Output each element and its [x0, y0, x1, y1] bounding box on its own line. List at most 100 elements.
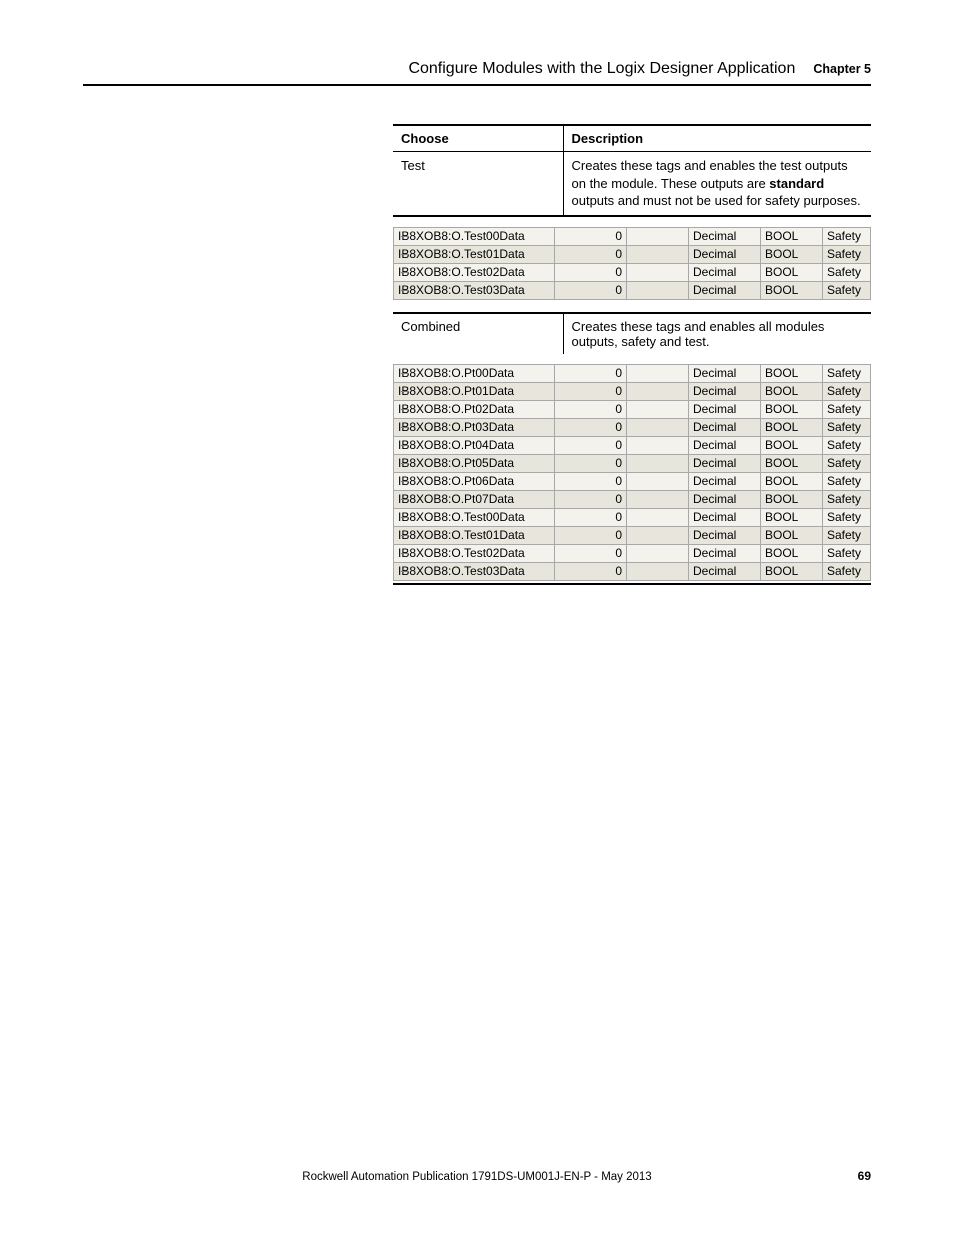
chapter-label: Chapter 5 — [813, 62, 871, 76]
tag-style-cell: Decimal — [689, 454, 761, 472]
tag-type-cell: BOOL — [761, 454, 823, 472]
cell-choose-test: Test — [393, 152, 563, 216]
tag-blank-cell — [627, 364, 689, 382]
table-row: IB8XOB8:O.Test02Data0DecimalBOOLSafety — [394, 263, 871, 281]
tag-safety-cell: Safety — [823, 562, 871, 580]
tag-value-cell: 0 — [555, 245, 627, 263]
tag-style-cell: Decimal — [689, 418, 761, 436]
table-row: IB8XOB8:O.Test03Data0DecimalBOOLSafety — [394, 562, 871, 580]
tag-style-cell: Decimal — [689, 382, 761, 400]
tag-type-cell: BOOL — [761, 418, 823, 436]
tag-value-cell: 0 — [555, 281, 627, 299]
tag-blank-cell — [627, 281, 689, 299]
tag-blank-cell — [627, 436, 689, 454]
cell-desc-combined: Creates these tags and enables all modul… — [563, 313, 871, 354]
tag-grid-combined: IB8XOB8:O.Pt00Data0DecimalBOOLSafetyIB8X… — [393, 364, 871, 581]
tag-value-cell: 0 — [555, 418, 627, 436]
table-row: IB8XOB8:O.Pt03Data0 DecimalBOOLSafety — [394, 418, 871, 436]
tag-type-cell: BOOL — [761, 281, 823, 299]
tag-blank-cell — [627, 508, 689, 526]
tag-safety-cell: Safety — [823, 382, 871, 400]
tag-type-cell: BOOL — [761, 382, 823, 400]
tag-blank-cell — [627, 400, 689, 418]
tag-name-cell: IB8XOB8:O.Test02Data — [394, 544, 555, 562]
table-row: IB8XOB8:O.Pt05Data0 DecimalBOOLSafety — [394, 454, 871, 472]
tag-name-cell: IB8XOB8:O.Test03Data — [394, 281, 555, 299]
tag-safety-cell: Safety — [823, 418, 871, 436]
tag-style-cell: Decimal — [689, 263, 761, 281]
table-row: IB8XOB8:O.Pt04Data0DecimalBOOLSafety — [394, 436, 871, 454]
th-description: Description — [563, 125, 871, 152]
tag-value-cell: 0 — [555, 227, 627, 245]
tag-safety-cell: Safety — [823, 400, 871, 418]
page-number: 69 — [858, 1169, 871, 1183]
choose-description-table: Choose Description Test Creates these ta… — [393, 124, 871, 217]
tag-value-cell: 0 — [555, 526, 627, 544]
tag-safety-cell: Safety — [823, 490, 871, 508]
cell-desc-test: Creates these tags and enables the test … — [563, 152, 871, 216]
tag-style-cell: Decimal — [689, 508, 761, 526]
tag-style-cell: Decimal — [689, 436, 761, 454]
tag-blank-cell — [627, 472, 689, 490]
tag-name-cell: IB8XOB8:O.Test00Data — [394, 508, 555, 526]
tag-blank-cell — [627, 526, 689, 544]
tag-type-cell: BOOL — [761, 364, 823, 382]
tag-name-cell: IB8XOB8:O.Pt06Data — [394, 472, 555, 490]
tag-safety-cell: Safety — [823, 544, 871, 562]
tag-style-cell: Decimal — [689, 245, 761, 263]
tag-style-cell: Decimal — [689, 526, 761, 544]
table-row: IB8XOB8:O.Test03Data0DecimalBOOLSafety — [394, 281, 871, 299]
th-choose: Choose — [393, 125, 563, 152]
tag-name-cell: IB8XOB8:O.Pt03Data — [394, 418, 555, 436]
tag-name-cell: IB8XOB8:O.Pt04Data — [394, 436, 555, 454]
tag-grid-test: IB8XOB8:O.Test00Data0DecimalBOOLSafetyIB… — [393, 227, 871, 300]
tag-type-cell: BOOL — [761, 526, 823, 544]
cell-choose-combined: Combined — [393, 313, 563, 354]
tag-blank-cell — [627, 245, 689, 263]
tag-name-cell: IB8XOB8:O.Pt02Data — [394, 400, 555, 418]
tag-blank-cell — [627, 490, 689, 508]
tag-name-cell: IB8XOB8:O.Test01Data — [394, 245, 555, 263]
tag-style-cell: Decimal — [689, 400, 761, 418]
tag-blank-cell — [627, 227, 689, 245]
tag-name-cell: IB8XOB8:O.Test03Data — [394, 562, 555, 580]
tag-safety-cell: Safety — [823, 263, 871, 281]
tag-name-cell: IB8XOB8:O.Test02Data — [394, 263, 555, 281]
tag-safety-cell: Safety — [823, 364, 871, 382]
tag-safety-cell: Safety — [823, 245, 871, 263]
tag-value-cell: 0 — [555, 364, 627, 382]
tag-style-cell: Decimal — [689, 227, 761, 245]
table-row: IB8XOB8:O.Pt00Data0 DecimalBOOLSafety — [394, 364, 871, 382]
bottom-rule — [393, 583, 871, 585]
tag-type-cell: BOOL — [761, 544, 823, 562]
tag-style-cell: Decimal — [689, 472, 761, 490]
tag-type-cell: BOOL — [761, 227, 823, 245]
header-title: Configure Modules with the Logix Designe… — [408, 60, 795, 78]
table-row: IB8XOB8:O.Pt02Data0DecimalBOOLSafety — [394, 400, 871, 418]
tag-value-cell: 0 — [555, 562, 627, 580]
desc-bold: standard — [769, 176, 824, 191]
table-row: IB8XOB8:O.Test02Data0DecimalBOOLSafety — [394, 544, 871, 562]
tag-value-cell: 0 — [555, 472, 627, 490]
tag-value-cell: 0 — [555, 454, 627, 472]
tag-safety-cell: Safety — [823, 454, 871, 472]
tag-type-cell: BOOL — [761, 436, 823, 454]
tag-safety-cell: Safety — [823, 227, 871, 245]
tag-type-cell: BOOL — [761, 472, 823, 490]
page-header: Configure Modules with the Logix Designe… — [83, 60, 871, 86]
tag-style-cell: Decimal — [689, 364, 761, 382]
tag-style-cell: Decimal — [689, 490, 761, 508]
table-row: IB8XOB8:O.Pt01Data0DecimalBOOLSafety — [394, 382, 871, 400]
tag-name-cell: IB8XOB8:O.Test00Data — [394, 227, 555, 245]
tag-type-cell: BOOL — [761, 490, 823, 508]
tag-name-cell: IB8XOB8:O.Pt05Data — [394, 454, 555, 472]
tag-value-cell: 0 — [555, 436, 627, 454]
table-row: IB8XOB8:O.Test01Data0DecimalBOOLSafety — [394, 245, 871, 263]
tag-blank-cell — [627, 544, 689, 562]
tag-name-cell: IB8XOB8:O.Test01Data — [394, 526, 555, 544]
tag-blank-cell — [627, 562, 689, 580]
tag-type-cell: BOOL — [761, 263, 823, 281]
table-row: IB8XOB8:O.Test01Data0DecimalBOOLSafety — [394, 526, 871, 544]
tag-name-cell: IB8XOB8:O.Pt00Data — [394, 364, 555, 382]
table-row: IB8XOB8:O.Test00Data0DecimalBOOLSafety — [394, 508, 871, 526]
